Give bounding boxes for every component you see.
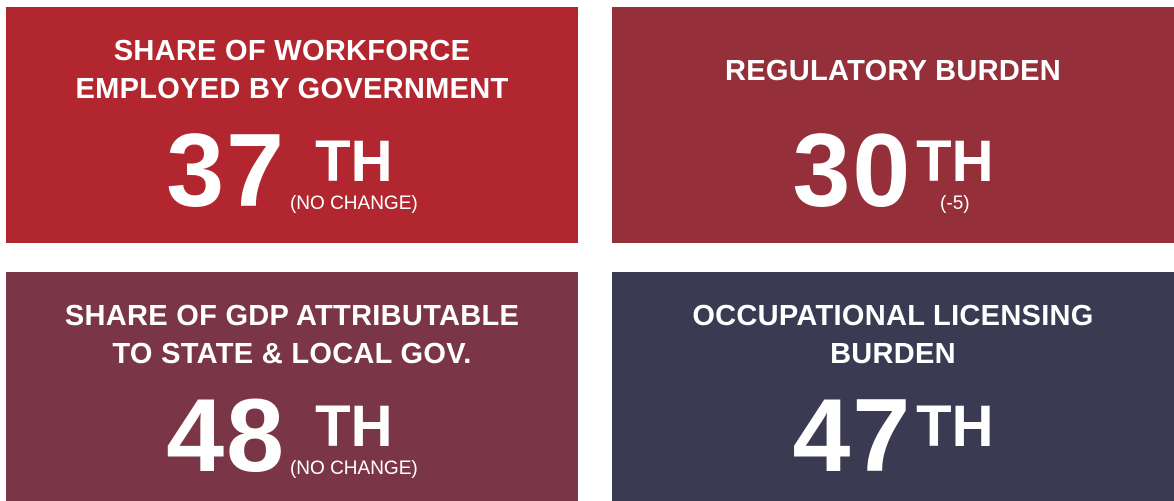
rank-change: (NO CHANGE) [289, 193, 418, 214]
stat-tile: SHARE OF WORKFORCE EMPLOYED BY GOVERNMENT… [6, 7, 578, 243]
rank-change: (-5) [940, 193, 970, 214]
title-line: OCCUPATIONAL LICENSING [692, 300, 1094, 332]
tile-title: SHARE OF GDP ATTRIBUTABLE TO STATE & LOCA… [6, 297, 578, 373]
tile-title: SHARE OF WORKFORCE EMPLOYED BY GOVERNMENT [6, 32, 578, 108]
tile-title: OCCUPATIONAL LICENSING BURDEN [612, 297, 1174, 373]
rank-suffix: TH [916, 129, 994, 194]
rank-number: 48 [166, 378, 286, 494]
rank-side: TH (NO CHANGE) [290, 119, 418, 215]
rank-change: (NO CHANGE) [289, 458, 418, 479]
stat-tile: OCCUPATIONAL LICENSING BURDEN 47 TH [612, 272, 1174, 501]
rank-side: TH (NO CHANGE) [290, 384, 418, 480]
rank-suffix: TH [315, 129, 393, 194]
rank-suffix: TH [315, 394, 393, 459]
rank-block: 47 TH [612, 384, 1174, 488]
title-line: SHARE OF GDP ATTRIBUTABLE [64, 300, 520, 332]
rank-suffix: TH [916, 394, 994, 459]
stat-tile: REGULATORY BURDEN 30 TH (-5) [612, 7, 1174, 243]
rank-side: TH [916, 384, 993, 456]
title-line: REGULATORY BURDEN [725, 55, 1061, 87]
title-line: SHARE OF WORKFORCE [113, 35, 471, 67]
rank-side: TH (-5) [916, 119, 993, 215]
rank-block: 37 TH (NO CHANGE) [6, 119, 578, 223]
rank-number: 37 [166, 113, 286, 229]
tile-title: REGULATORY BURDEN [612, 52, 1174, 90]
stat-tile: SHARE OF GDP ATTRIBUTABLE TO STATE & LOCA… [6, 272, 578, 501]
rank-block: 48 TH (NO CHANGE) [6, 384, 578, 488]
rank-number: 30 [792, 113, 913, 229]
rank-block: 30 TH (-5) [612, 119, 1174, 223]
title-line: BURDEN [830, 338, 956, 370]
rank-number: 47 [792, 378, 913, 494]
title-line: EMPLOYED BY GOVERNMENT [75, 73, 509, 105]
title-line: TO STATE & LOCAL GOV. [112, 338, 472, 370]
